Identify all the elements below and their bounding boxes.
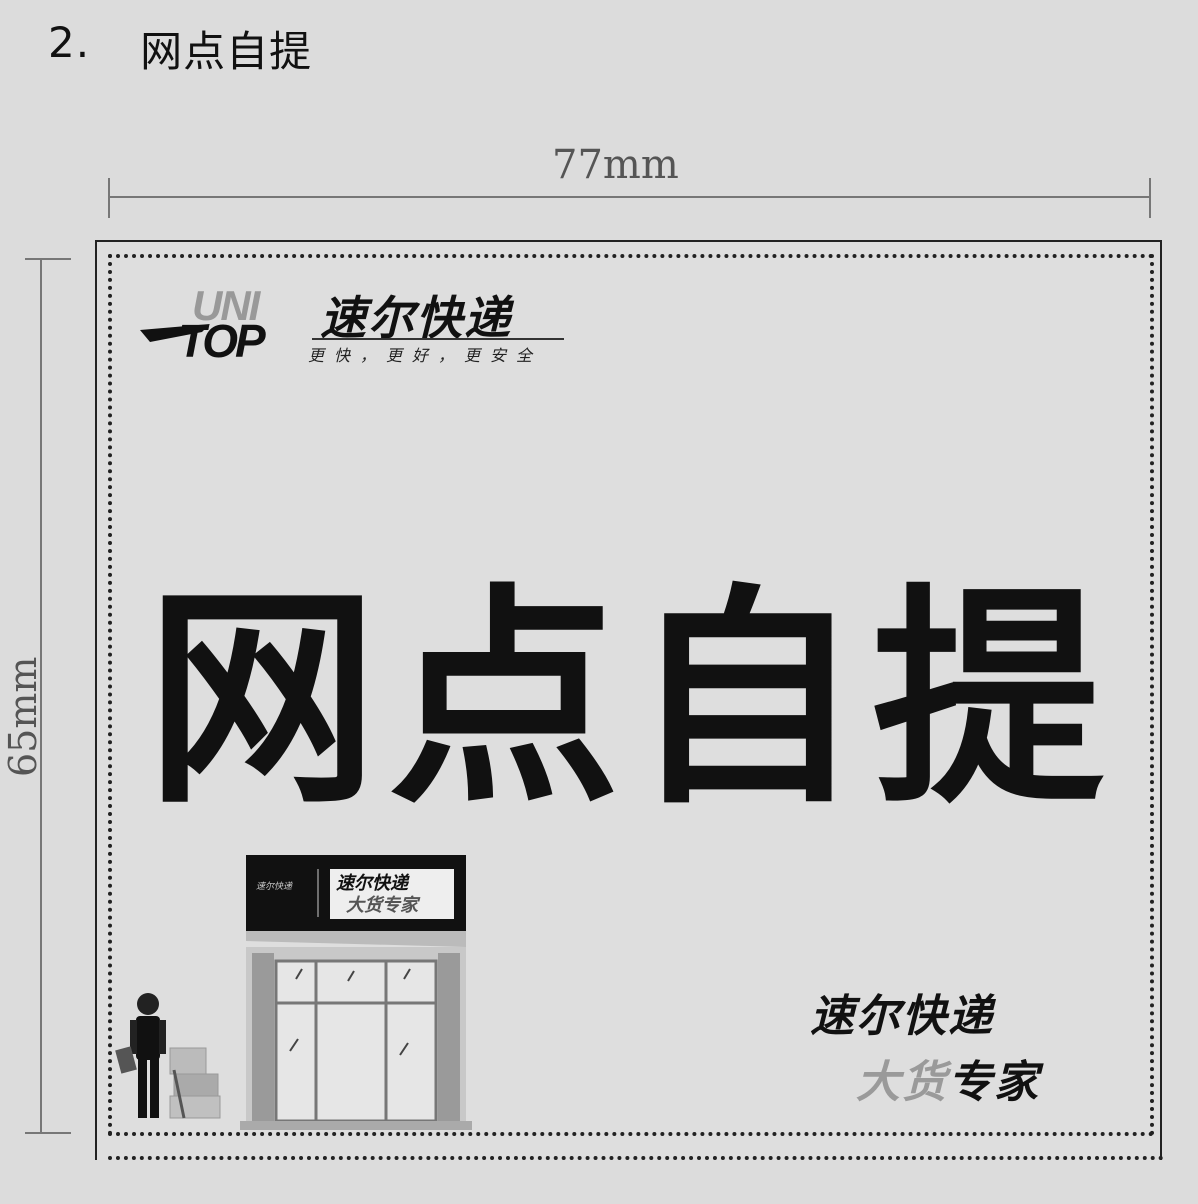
dotted-border [108, 254, 1154, 1136]
dotted-cut-line [108, 1156, 1164, 1160]
height-dimension-label: 65mm [1, 656, 45, 777]
brand-slogan: 更快，更好，更安全 [308, 346, 543, 365]
tagline-line2-part1: 大货 [856, 1057, 948, 1108]
section-heading: 2. 网点自提 [48, 18, 312, 79]
main-title: 网点自提 [145, 565, 1114, 835]
courier-with-parcels-icon [115, 993, 221, 1119]
height-dimension-line [25, 258, 71, 1134]
store-sign-small: 速尔快递 [256, 881, 293, 892]
brand-divider [312, 338, 564, 340]
section-number: 2. [48, 18, 91, 67]
store-sign-line1: 速尔快递 [336, 873, 410, 894]
tagline-line2: 大货专家 [856, 1046, 1040, 1110]
store-sign-line2: 大货专家 [346, 895, 421, 916]
storefront-icon: 速尔快递 速尔快递 大货专家 [240, 855, 472, 1130]
tagline-line1: 速尔快递 [810, 991, 994, 1042]
logo-top-text: TOP [178, 315, 266, 367]
section-title: 网点自提 [140, 27, 313, 76]
width-dimension-line [108, 178, 1151, 218]
width-dimension-label: 77mm [552, 142, 679, 188]
swoosh-icon [140, 324, 210, 342]
tagline: 速尔快递 大货专家 [810, 980, 1040, 1110]
tagline-line2-part2: 专家 [948, 1057, 1040, 1108]
logo-uni-text: UNI [192, 282, 260, 329]
brand-name: 速尔快递 [320, 291, 512, 345]
